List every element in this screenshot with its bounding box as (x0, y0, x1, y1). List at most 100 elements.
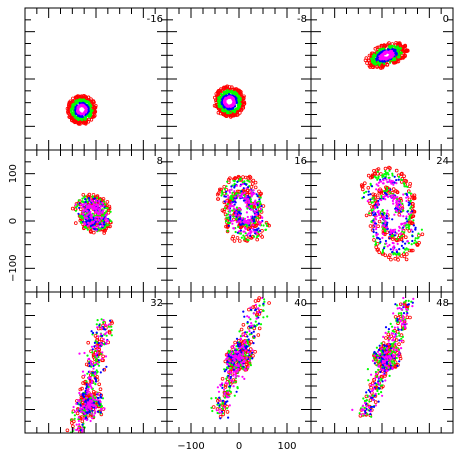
green-particle (370, 209, 374, 212)
blue-particle (402, 246, 405, 250)
magenta-particle (97, 203, 100, 206)
magenta-particle (386, 180, 389, 184)
magenta-particle (373, 220, 376, 223)
magenta-particle (97, 208, 100, 211)
magenta-particle (230, 202, 233, 205)
green-particle (85, 380, 88, 383)
red-particle (68, 100, 72, 105)
magenta-particle (258, 221, 261, 224)
green-particle (238, 330, 241, 333)
magenta-particle (86, 224, 89, 228)
panel-frame (310, 7, 454, 151)
green-particle (262, 316, 265, 319)
blue-particle (386, 221, 389, 224)
green-particle (365, 190, 368, 193)
green-particle (225, 377, 228, 380)
green-particle (235, 206, 238, 209)
red-particle (235, 189, 240, 194)
magenta-particle (391, 199, 394, 203)
red-particle (360, 184, 364, 189)
green-particle (244, 232, 247, 235)
red-particle (257, 296, 262, 300)
magenta-particle (90, 394, 93, 397)
blue-particle (229, 216, 232, 219)
magenta-particle (228, 191, 232, 194)
green-particle (396, 45, 399, 48)
blue-particle (384, 177, 387, 180)
red-particle (248, 175, 253, 180)
magenta-particle (91, 226, 94, 229)
green-particle (246, 342, 249, 345)
green-particle (264, 228, 267, 231)
green-particle (373, 199, 376, 202)
red-particle (105, 200, 110, 204)
panel-label: 8 (157, 156, 163, 167)
blue-particle (381, 212, 384, 215)
blue-particle (239, 229, 242, 232)
red-particle (371, 192, 376, 197)
magenta-particle (397, 229, 400, 232)
blue-particle (393, 175, 396, 178)
magenta-particle (248, 199, 251, 202)
green-particle (374, 176, 377, 179)
green-particle (86, 200, 89, 204)
green-particle (389, 61, 392, 64)
red-particle (244, 362, 249, 367)
blue-particle (384, 239, 387, 243)
magenta-particle (250, 192, 253, 196)
blue-particle (79, 429, 83, 432)
magenta-particle (81, 430, 84, 433)
red-particle (368, 65, 373, 69)
green-particle (237, 103, 240, 106)
magenta-particle (83, 223, 86, 226)
blue-particle (401, 240, 404, 243)
green-particle (221, 93, 224, 96)
magenta-particle (390, 196, 393, 199)
magenta-particle (395, 182, 398, 185)
red-particle (366, 186, 371, 190)
magenta-particle (396, 205, 400, 208)
magenta-particle (85, 418, 88, 421)
green-particle (248, 361, 251, 364)
magenta-particle (88, 370, 91, 373)
blue-particle (258, 198, 261, 201)
panel-points (70, 192, 113, 235)
magenta-particle (235, 211, 238, 214)
green-particle (230, 91, 233, 94)
magenta-particle (383, 52, 386, 55)
blue-particle (86, 105, 90, 108)
magenta-particle (243, 217, 247, 220)
magenta-particle (244, 201, 247, 204)
green-particle (210, 397, 213, 400)
green-particle (222, 92, 226, 95)
green-particle (397, 56, 400, 59)
green-particle (221, 191, 224, 195)
magenta-particle (231, 219, 235, 222)
green-particle (263, 300, 266, 303)
red-particle (81, 375, 85, 379)
red-particle (110, 321, 114, 325)
green-particle (93, 214, 96, 217)
green-particle (372, 196, 375, 199)
magenta-particle (234, 195, 237, 198)
green-particle (396, 47, 399, 50)
red-particle (239, 90, 243, 94)
green-particle (410, 243, 413, 246)
green-particle (110, 325, 113, 328)
magenta-particle (90, 380, 93, 383)
magenta-particle (239, 184, 242, 188)
green-particle (403, 231, 406, 234)
magenta-particle (377, 184, 380, 187)
green-particle (371, 201, 374, 204)
magenta-particle (249, 229, 252, 232)
magenta-particle (375, 183, 378, 186)
blue-particle (247, 203, 250, 206)
magenta-particle (366, 200, 369, 203)
green-particle (265, 222, 268, 225)
blue-particle (249, 234, 252, 237)
blue-particle (95, 331, 98, 334)
red-particle (409, 248, 414, 253)
green-particle (402, 209, 405, 212)
red-particle (95, 338, 100, 342)
green-particle (243, 180, 246, 183)
